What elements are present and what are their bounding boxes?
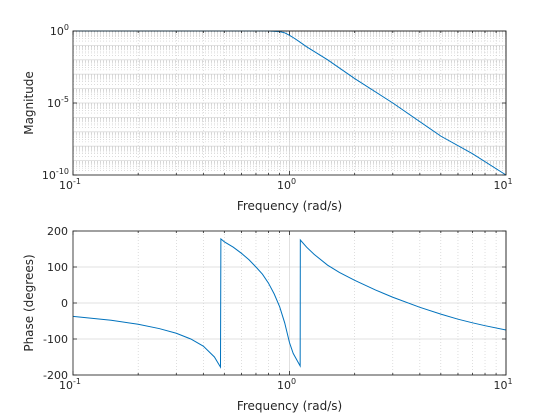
response-curve <box>72 237 507 369</box>
y-tick-label: 0 <box>61 297 68 310</box>
x-tick-exponent: 1 <box>507 177 512 186</box>
y-tick-label: 100 <box>50 23 69 38</box>
y-tick-base: 10 <box>47 97 61 110</box>
x-tick-exponent: -1 <box>73 177 81 186</box>
x-tick-label: 101 <box>493 177 512 192</box>
y-tick-label: 100 <box>47 261 68 274</box>
x-tick-base: 10 <box>59 379 73 392</box>
x-tick-label: 100 <box>277 377 296 392</box>
y-tick-label: 10-10 <box>42 167 69 182</box>
y-tick-label: -100 <box>43 333 68 346</box>
y-tick-label: 10-5 <box>47 95 69 110</box>
x-tick-base: 10 <box>277 179 291 192</box>
x-tick-exponent: 1 <box>507 377 512 386</box>
y-tick-exponent: 0 <box>64 23 69 32</box>
y-tick-exponent: -5 <box>61 95 69 104</box>
y-tick-label: -200 <box>43 369 68 382</box>
x-tick-base: 10 <box>277 379 291 392</box>
x-tick-label: 101 <box>493 377 512 392</box>
y-axis-label: Phase (degrees) <box>22 254 36 351</box>
y-tick-base: 10 <box>50 25 64 38</box>
x-tick-exponent: -1 <box>73 377 81 386</box>
x-axis-label: Frequency (rad/s) <box>237 399 342 413</box>
y-axis-label: Magnitude <box>22 71 36 135</box>
y-tick-label: 200 <box>47 225 68 238</box>
y-tick-exponent: -10 <box>56 167 69 176</box>
x-tick-base: 10 <box>59 179 73 192</box>
x-tick-base: 10 <box>493 379 507 392</box>
x-tick-label: 10-1 <box>59 177 81 192</box>
x-tick-base: 10 <box>493 179 507 192</box>
x-tick-exponent: 0 <box>291 377 296 386</box>
x-tick-label: 100 <box>277 177 296 192</box>
x-axis-label: Frequency (rad/s) <box>237 199 342 213</box>
x-tick-exponent: 0 <box>291 177 296 186</box>
x-tick-label: 10-1 <box>59 377 81 392</box>
y-tick-base: 10 <box>42 169 56 182</box>
